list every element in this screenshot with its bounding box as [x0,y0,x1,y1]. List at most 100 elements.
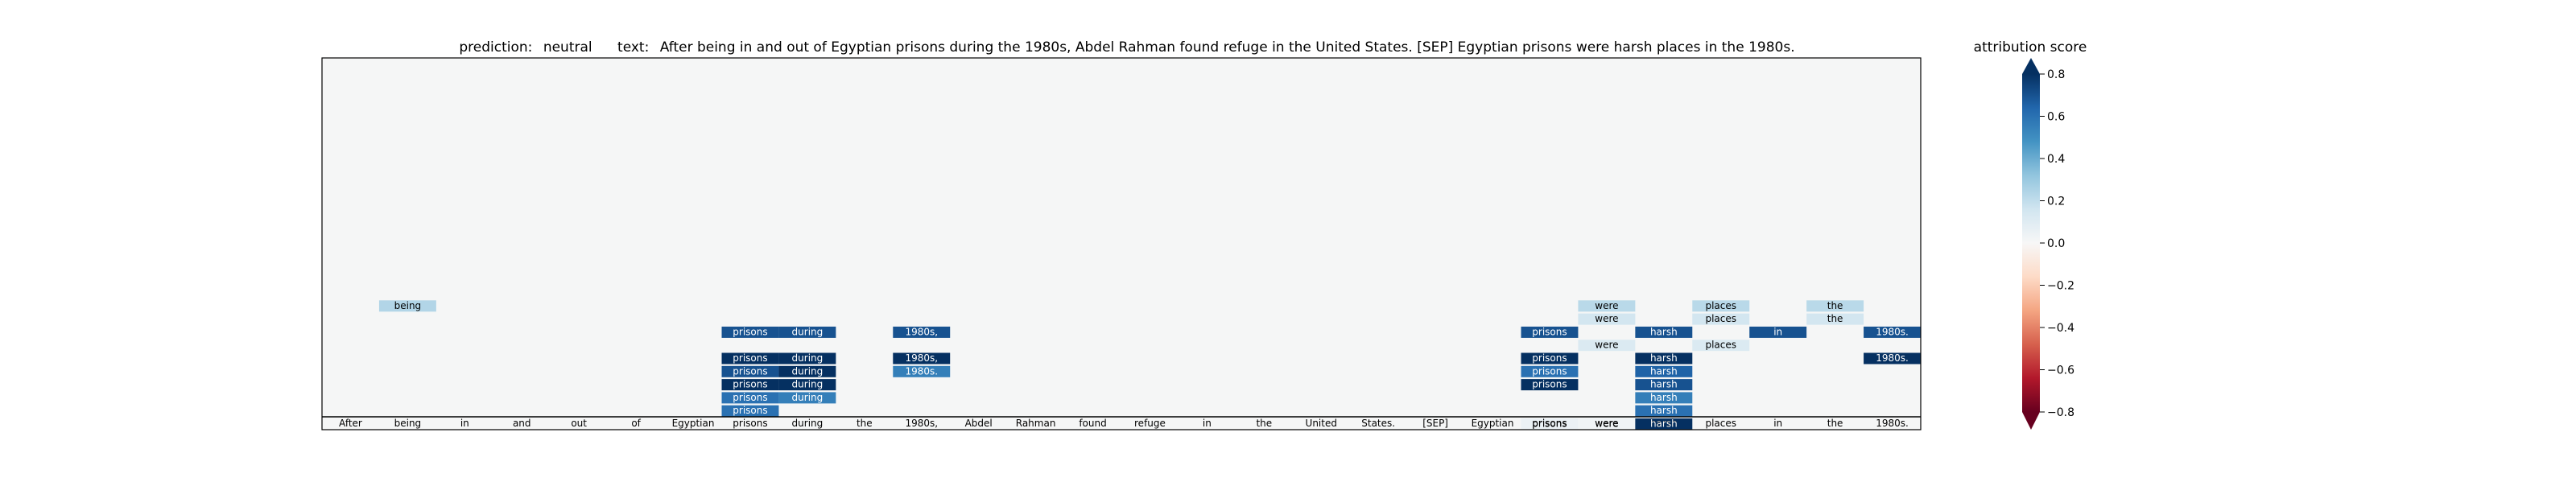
heatmap-cell [1578,300,1636,312]
heatmap-cell [1635,392,1693,404]
colorbar-label: attribution score [1974,39,2087,56]
heatmap-cell-label: 1980s. [905,365,938,377]
heatmap-cell-label: 1980s, [905,326,938,337]
heatmap-cell-label: 1980s. [1876,326,1909,337]
heatmap-cell-label: harsh [1650,418,1678,430]
prediction-value: neutral [543,39,592,56]
heatmap-cell [1578,313,1636,325]
heatmap-cell-label: during [792,365,824,377]
token-label: Abdel [965,418,993,429]
heatmap-cell [1521,379,1579,391]
heatmap-cell [1692,340,1750,352]
heatmap-cell-label: prisons [1532,326,1567,337]
heatmap-cell [778,365,836,377]
heatmap-cell [721,326,779,338]
heatmap-cell [893,365,951,377]
heatmap-cell [721,392,779,404]
token-label: the [1827,418,1843,429]
heatmap-cell [778,352,836,364]
heatmap-cell [721,365,779,377]
heatmap-cell [1692,300,1750,312]
heatmap-cell [721,379,779,391]
heatmap-cell-label: prisons [733,392,767,403]
chart-title: prediction: neutral text: After being in… [459,39,1794,56]
heatmap-cell-label: places [1705,340,1736,351]
colorbar-tick-label: −0.6 [2047,364,2074,377]
heatmap-cell-label: in [1773,326,1782,337]
heatmap-cell-label: prisons [1532,352,1567,364]
colorbar-min-extend [2022,412,2040,430]
token-label: 1980s. [1876,418,1909,429]
token-label: places [1705,418,1736,429]
heatmap-cell-label: harsh [1650,365,1678,377]
colorbar-gradient [2022,74,2040,412]
heatmap-cell [778,326,836,338]
heatmap-cell [1521,418,1579,430]
colorbar-tick-label: −0.2 [2047,280,2074,293]
colorbar-tick-label: 0.2 [2047,196,2065,208]
token-label: being [394,418,422,429]
token-label: Rahman [1016,418,1056,429]
colorbar-tick-label: −0.8 [2047,406,2074,419]
prediction-label: prediction: [459,39,532,56]
heatmap-cell-label: during [792,379,824,390]
heatmap-cell-label: prisons [733,352,767,364]
heatmap-cell-label: harsh [1650,379,1678,390]
colorbar-tick-label: 0.0 [2047,237,2065,250]
heatmap-cell [1635,352,1693,364]
colorbar-tick-label: 0.8 [2047,68,2065,81]
heatmap-cell [1692,313,1750,325]
heatmap-cell [1521,352,1579,364]
heatmap-cell [1521,365,1579,377]
token-label: After [339,418,362,429]
heatmap-cell-label: places [1705,300,1736,311]
token-label: Egyptian [672,418,715,429]
heatmap-cell-label: during [792,392,824,403]
token-label: in [1773,418,1782,429]
heatmap-cells [378,300,1921,430]
heatmap-cell-label: during [792,352,824,364]
heatmap-cell [1635,326,1693,338]
heatmap-cell [721,405,779,417]
text-value: After being in and out of Egyptian priso… [660,39,1795,56]
token-label: and [513,418,531,429]
colorbar-tick-label: −0.4 [2047,322,2074,335]
heatmap-cell [1635,405,1693,417]
heatmap-cell [1635,379,1693,391]
heatmap-cell [378,300,436,312]
heatmap-cell [1635,418,1693,430]
token-label: in [1203,418,1212,429]
token-label: 1980s, [905,418,938,429]
heatmap-cell-label: were [1595,418,1618,430]
token-label: found [1079,418,1106,429]
heatmap-cell-label: harsh [1650,392,1678,403]
heatmap-cell-label: were [1595,313,1618,324]
token-label: during [792,418,824,429]
token-label: prisons [733,418,767,429]
token-label: in [460,418,469,429]
token-label: [SEP] [1422,418,1448,429]
heatmap-cell-label: were [1595,300,1618,311]
heatmap-cell [1864,352,1921,364]
heatmap-cell [1578,340,1636,352]
heatmap-cell-label: harsh [1650,326,1678,337]
heatmap-cell [1635,365,1693,377]
heatmap-cell [1521,326,1579,338]
heatmap-cell-label: harsh [1650,352,1678,364]
heatmap-cell-label: prisons [1532,379,1567,390]
heatmap-cell-label: prisons [733,379,767,390]
heatmap-cell [1749,326,1807,338]
heatmap-cell-label: places [1705,313,1736,324]
heatmap-cell-label: the [1827,300,1843,311]
heatmap-cell [778,392,836,404]
heatmap-cell [721,352,779,364]
token-label: United [1306,418,1337,429]
colorbar-tick-label: 0.6 [2047,111,2065,124]
token-label: the [1256,418,1272,429]
heatmap-cell [778,379,836,391]
heatmap-cell-label: prisons [733,405,767,416]
heatmap-cell-label: during [792,326,824,337]
token-label: refuge [1134,418,1166,429]
